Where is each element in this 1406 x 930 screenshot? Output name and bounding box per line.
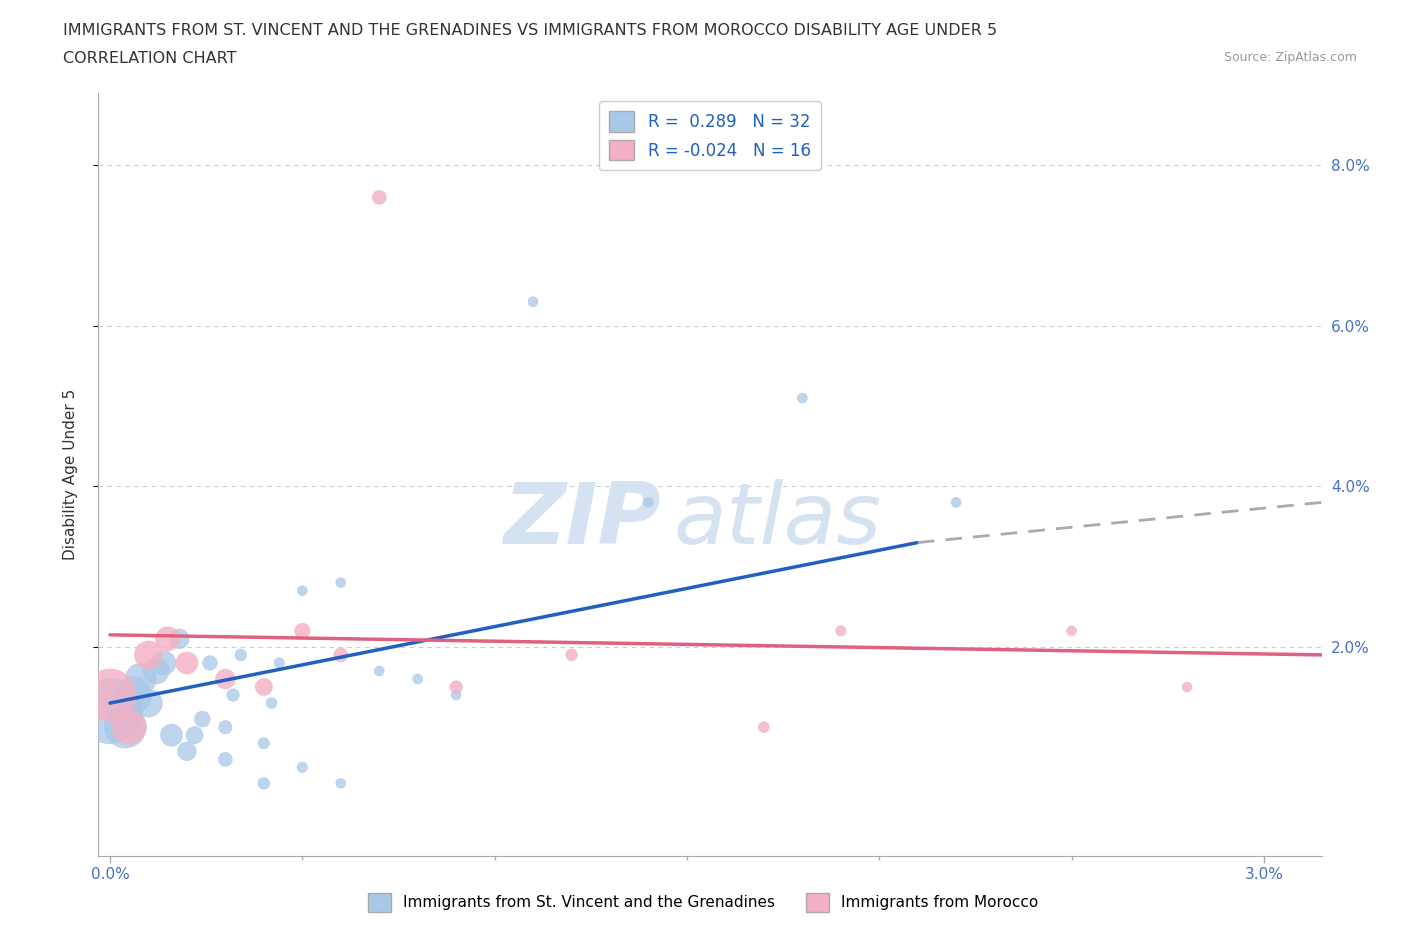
- Point: [114, 720, 136, 735]
- Legend: R =  0.289   N = 32, R = -0.024   N = 16: R = 0.289 N = 32, R = -0.024 N = 16: [599, 101, 821, 170]
- Point: [444, 687, 467, 702]
- Point: [191, 711, 214, 726]
- Point: [214, 671, 236, 686]
- Point: [160, 728, 183, 743]
- Point: [291, 760, 314, 775]
- Point: [561, 647, 583, 662]
- Point: [329, 576, 352, 591]
- Point: [129, 671, 152, 686]
- Point: [269, 656, 291, 671]
- Point: [368, 663, 391, 678]
- Point: [253, 680, 276, 695]
- Point: [522, 294, 544, 309]
- Point: [406, 671, 429, 686]
- Text: ZIP: ZIP: [503, 479, 661, 562]
- Point: [260, 696, 283, 711]
- Point: [198, 656, 221, 671]
- Point: [98, 687, 121, 702]
- Point: [214, 751, 236, 766]
- Point: [138, 696, 160, 711]
- Point: [153, 656, 176, 671]
- Point: [122, 687, 145, 702]
- Point: [176, 744, 198, 759]
- Point: [1175, 680, 1198, 695]
- Point: [830, 623, 852, 638]
- Point: [945, 495, 967, 510]
- Point: [156, 631, 179, 646]
- Text: CORRELATION CHART: CORRELATION CHART: [63, 51, 236, 66]
- Point: [98, 704, 121, 719]
- Point: [118, 720, 141, 735]
- Legend: Immigrants from St. Vincent and the Grenadines, Immigrants from Morocco: Immigrants from St. Vincent and the Gren…: [361, 887, 1045, 918]
- Point: [167, 631, 190, 646]
- Point: [368, 190, 391, 205]
- Text: atlas: atlas: [673, 479, 882, 562]
- Point: [183, 728, 205, 743]
- Point: [444, 680, 467, 695]
- Point: [145, 663, 167, 678]
- Text: IMMIGRANTS FROM ST. VINCENT AND THE GRENADINES VS IMMIGRANTS FROM MOROCCO DISABI: IMMIGRANTS FROM ST. VINCENT AND THE GREN…: [63, 23, 997, 38]
- Point: [637, 495, 659, 510]
- Point: [138, 647, 160, 662]
- Point: [253, 736, 276, 751]
- Point: [253, 776, 276, 790]
- Point: [752, 720, 775, 735]
- Point: [214, 720, 236, 735]
- Point: [229, 647, 252, 662]
- Y-axis label: Disability Age Under 5: Disability Age Under 5: [63, 389, 77, 560]
- Point: [329, 647, 352, 662]
- Point: [291, 583, 314, 598]
- Point: [329, 776, 352, 790]
- Point: [176, 656, 198, 671]
- Point: [792, 391, 814, 405]
- Point: [291, 623, 314, 638]
- Point: [1060, 623, 1083, 638]
- Point: [222, 687, 245, 702]
- Text: Source: ZipAtlas.com: Source: ZipAtlas.com: [1223, 51, 1357, 64]
